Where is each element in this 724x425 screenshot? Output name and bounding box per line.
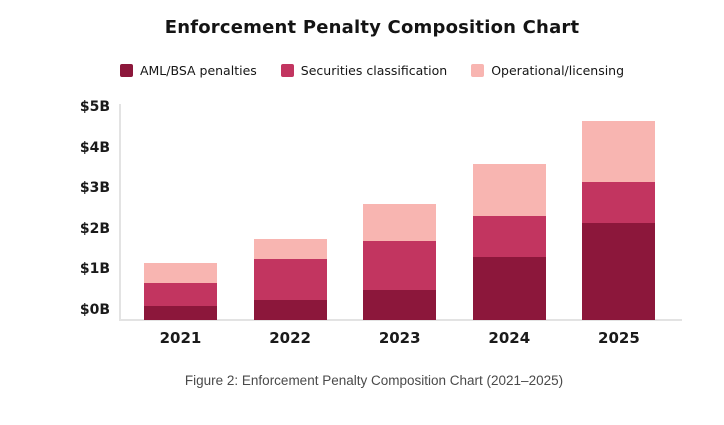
legend-swatch-icon [471,64,485,77]
bar-2021-segment-aml-bsa-penalties [144,305,217,320]
legend-item-2: Operational/licensing [471,63,624,78]
bar-2025-segment-securities-classification [582,181,656,223]
bar-2021 [144,263,217,320]
bar-2023-segment-aml-bsa-penalties [363,289,437,320]
bar-2023-segment-operational-licensing [363,204,437,241]
bar-2023-segment-securities-classification [363,240,437,290]
legend-item-1: Securities classification [280,63,448,78]
y-tick-label-4b: $4B [79,139,110,156]
x-tick-label-2024: 2024 [488,329,531,347]
bar-2024-segment-securities-classification [472,216,546,258]
bar-2024 [472,163,546,320]
y-axis-line [119,104,121,321]
legend-label: Operational/licensing [491,63,625,78]
bar-2024-segment-aml-bsa-penalties [472,257,546,320]
x-tick-label-2025: 2025 [598,329,640,347]
bar-2023 [363,204,437,320]
bar-2025 [582,121,656,320]
bar-2025-segment-operational-licensing [582,121,656,182]
legend-swatch-icon [119,64,133,77]
bar-2022-segment-operational-licensing [253,238,327,260]
y-tick-label-0b: $0B [79,302,110,318]
chart-legend: AML/BSA penalties Securities classificati… [10,63,724,78]
bar-2022 [253,238,327,320]
legend-label: AML/BSA penalties [139,63,257,78]
chart-title: Enforcement Penalty Composition Chart [164,17,580,38]
legend-item-0: AML/BSA penalties [119,63,257,78]
bar-2021-segment-operational-licensing [144,263,217,284]
y-tick-label-5b: $5B [79,99,110,115]
y-tick-label-2b: $2B [79,220,110,237]
bar-2024-segment-operational-licensing [472,163,546,217]
y-tick-label-1b: $1B [79,261,110,278]
bar-2022-segment-securities-classification [253,259,327,300]
bar-2022-segment-aml-bsa-penalties [253,299,327,320]
bar-2021-segment-securities-classification [144,283,217,306]
x-tick-label-2023: 2023 [378,329,421,347]
x-axis-baseline [119,319,682,321]
bar-2025-segment-aml-bsa-penalties [582,222,656,320]
figure-caption: Figure 2: Enforcement Penalty Compositio… [184,373,564,388]
y-tick-label-3b: $3B [79,180,110,197]
legend-label: Securities classification [300,63,448,78]
x-tick-label-2022: 2022 [269,329,311,347]
legend-swatch-icon [280,64,294,77]
x-tick-label-2021: 2021 [159,329,202,347]
